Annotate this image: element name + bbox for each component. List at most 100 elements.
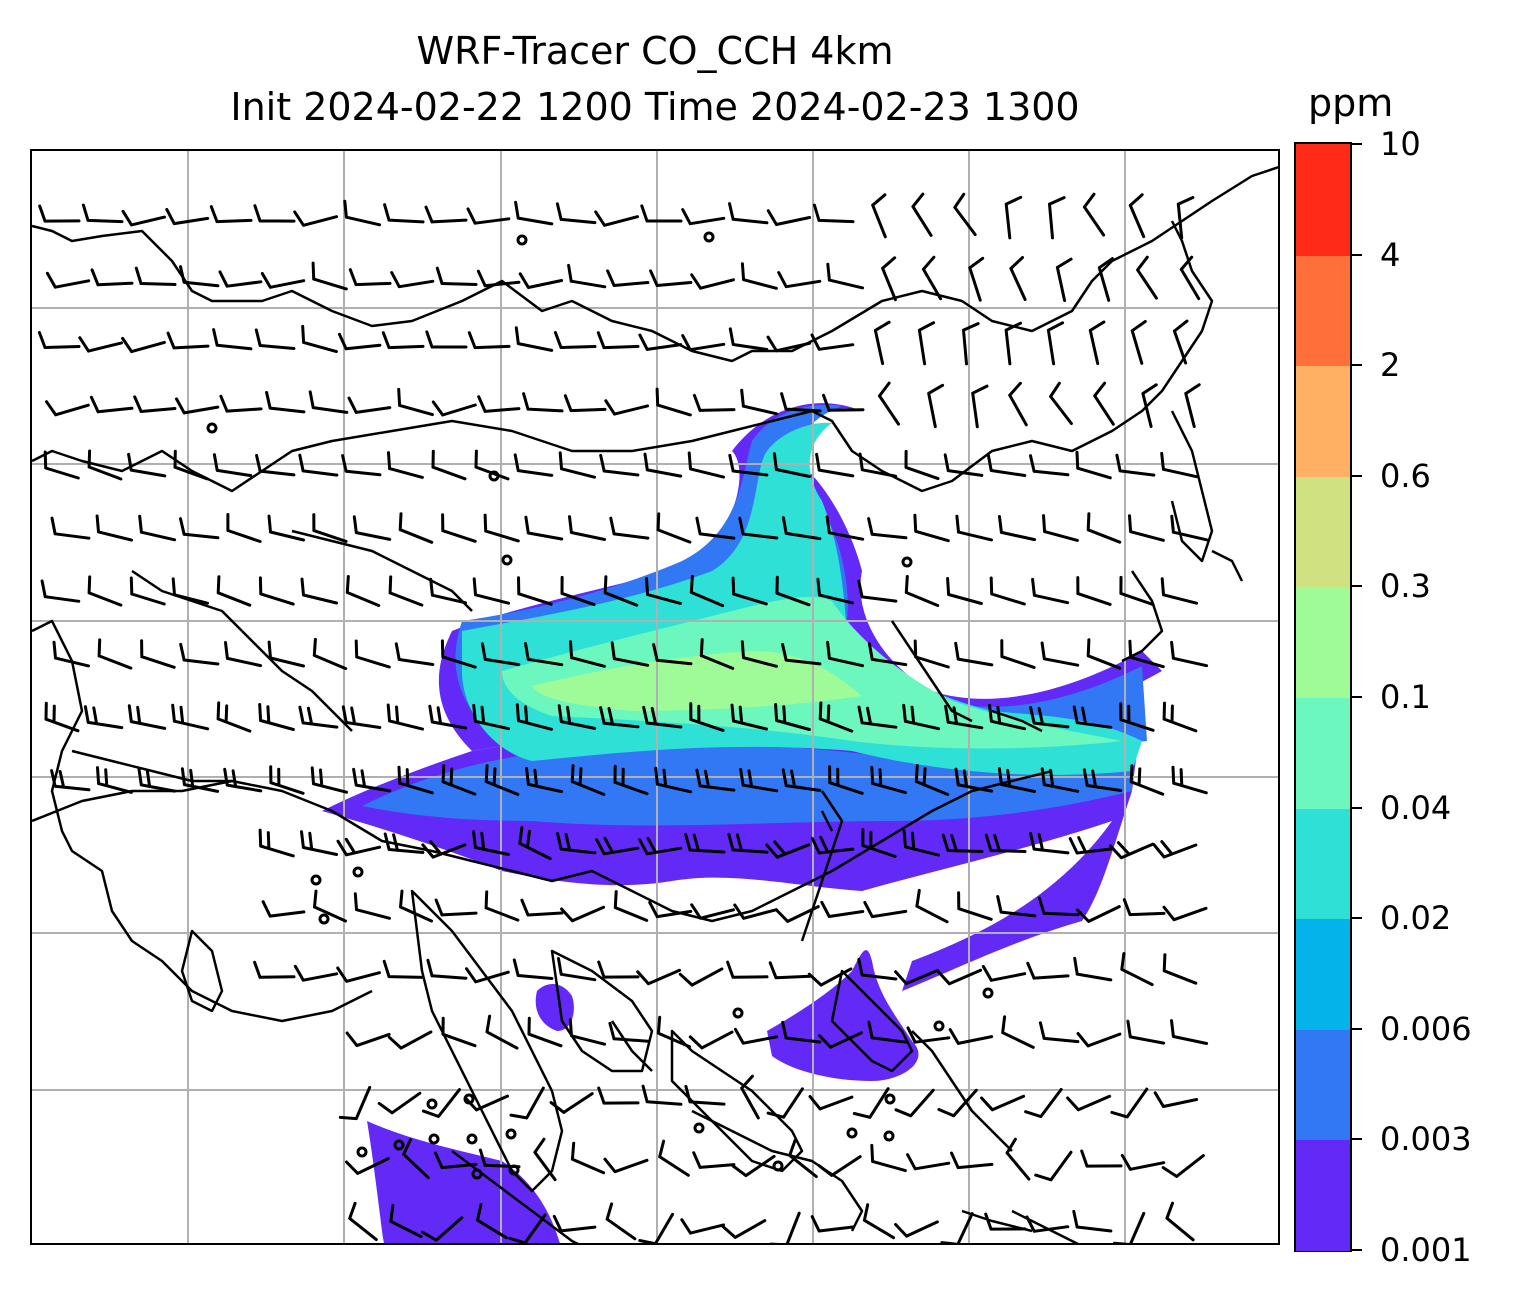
wind-barb <box>998 515 1037 542</box>
wind-barb <box>40 579 81 603</box>
colorbar-tick-label: 0.1 <box>1380 678 1431 716</box>
wind-barb <box>1128 639 1165 669</box>
wind-barb <box>606 269 650 287</box>
wind-barb <box>721 1219 767 1239</box>
wind-barb <box>179 642 220 666</box>
wind-barb <box>1115 453 1156 477</box>
colorbar-tick-label: 10 <box>1380 125 1421 163</box>
wind-barb <box>816 577 854 605</box>
wind-barb <box>426 958 468 980</box>
wind-barb <box>121 336 166 354</box>
wind-barb <box>83 705 124 730</box>
wind-barb <box>226 513 262 543</box>
wind-barb <box>699 638 735 670</box>
wind-barb <box>474 449 510 481</box>
wind-barb <box>520 898 564 917</box>
wind-barb <box>781 516 822 541</box>
wind-barb <box>613 764 649 796</box>
wind-barb <box>441 764 477 796</box>
wind-barb <box>254 328 296 350</box>
wind-barb <box>681 208 726 226</box>
wind-barb <box>312 513 348 543</box>
wind-barb <box>609 516 650 540</box>
colorbar-tick-mark <box>1352 917 1362 920</box>
wind-barb <box>808 1095 854 1111</box>
wind-barb <box>298 453 339 477</box>
wind-barb <box>1075 450 1112 480</box>
wind-barb <box>133 395 177 413</box>
wind-barb <box>645 577 682 605</box>
wind-barb <box>1049 381 1073 425</box>
wind-barb <box>826 640 865 668</box>
wind-barb <box>807 967 853 987</box>
colorbar-band <box>1296 1028 1350 1141</box>
wind-barb <box>728 453 769 477</box>
wind-barb <box>431 449 467 481</box>
wind-barb <box>781 768 822 792</box>
wind-barb <box>656 512 692 544</box>
wind-barb <box>420 1216 464 1242</box>
wind-barb <box>826 262 865 290</box>
wind-barb <box>1161 1154 1205 1178</box>
colorbar-tick-mark <box>1352 364 1362 367</box>
wind-barb <box>552 1214 597 1233</box>
wind-barb <box>381 331 425 350</box>
colorbar-band <box>1296 1139 1350 1251</box>
wind-barb <box>980 1094 1026 1112</box>
wind-barb <box>1141 383 1158 428</box>
wind-barb <box>1119 575 1155 607</box>
wind-barb <box>1029 832 1070 855</box>
wind-barb <box>986 453 1027 477</box>
wind-barb <box>218 270 263 288</box>
wind-barb <box>780 392 822 413</box>
wind-barb <box>689 574 725 608</box>
wind-barb <box>472 830 511 856</box>
wind-barb <box>871 193 887 239</box>
wind-barb <box>1082 768 1123 792</box>
wind-barb <box>906 1153 951 1171</box>
colorbar-tick-mark <box>1352 1138 1362 1141</box>
wind-barb <box>596 331 640 350</box>
wind-barb <box>258 576 295 606</box>
wind-barb <box>483 513 520 543</box>
wind-barb <box>955 514 993 542</box>
wind-barb <box>44 701 80 733</box>
wind-barb <box>1128 514 1165 542</box>
wind-barb <box>45 400 90 417</box>
wind-barb <box>553 331 597 349</box>
wind-barb <box>484 890 520 922</box>
wind-barb <box>605 1202 637 1241</box>
wind-barb <box>127 704 167 730</box>
wind-barb <box>1170 1019 1209 1045</box>
wind-barb <box>87 575 123 607</box>
wind-barb <box>352 515 392 541</box>
wind-barb <box>212 453 253 478</box>
wind-barb <box>1120 1153 1166 1171</box>
wind-barb <box>95 514 133 542</box>
wind-barb <box>640 204 683 223</box>
wind-barb <box>636 968 682 986</box>
wind-barb <box>921 255 943 301</box>
wind-barb <box>1162 701 1198 733</box>
wind-barb <box>914 764 950 796</box>
wind-barb <box>1008 381 1028 427</box>
wind-barb <box>733 1027 779 1045</box>
wind-barb <box>777 271 822 289</box>
wind-barb <box>1160 451 1199 479</box>
wind-barb <box>652 643 693 666</box>
wind-barb <box>638 836 683 856</box>
wind-barb <box>610 641 650 667</box>
wind-barb <box>298 705 339 729</box>
wind-barb <box>484 764 520 796</box>
wind-barb <box>728 327 769 351</box>
wind-barb <box>514 200 554 226</box>
wind-barb <box>343 199 382 227</box>
wind-barb <box>134 266 177 286</box>
wind-barb <box>127 452 167 478</box>
wind-barb <box>513 453 554 477</box>
wind-barb <box>434 1151 478 1170</box>
wind-barb <box>643 452 683 478</box>
wind-barb <box>258 828 295 858</box>
colorbar-tick-label: 0.3 <box>1380 567 1431 606</box>
wind-barb <box>253 960 296 979</box>
